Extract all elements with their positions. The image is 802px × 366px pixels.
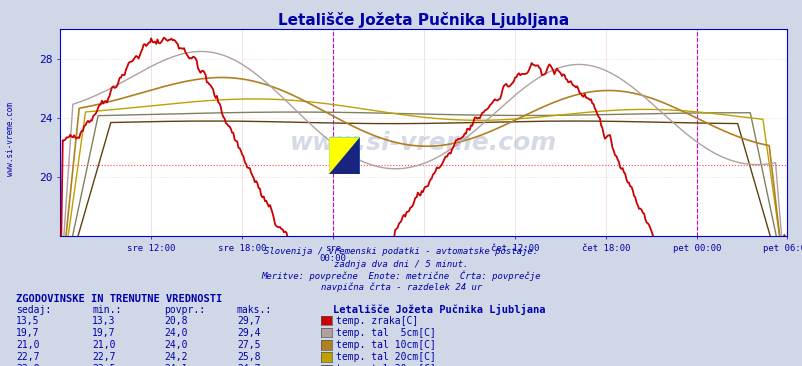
- Text: 24,2: 24,2: [164, 352, 188, 362]
- Text: 22,7: 22,7: [92, 352, 115, 362]
- Text: povpr.:: povpr.:: [164, 305, 205, 315]
- Text: maks.:: maks.:: [237, 305, 272, 315]
- Text: 13,5: 13,5: [16, 316, 39, 326]
- Text: temp. zraka[C]: temp. zraka[C]: [335, 316, 417, 326]
- Text: 21,0: 21,0: [92, 340, 115, 350]
- Text: 23,8: 23,8: [16, 364, 39, 366]
- Text: temp. tal 10cm[C]: temp. tal 10cm[C]: [335, 340, 435, 350]
- Text: Letališče Jožeta Pučnika Ljubljana: Letališče Jožeta Pučnika Ljubljana: [333, 304, 545, 315]
- Polygon shape: [329, 138, 359, 174]
- Text: min.:: min.:: [92, 305, 122, 315]
- Text: 25,8: 25,8: [237, 352, 260, 362]
- Text: 19,7: 19,7: [16, 328, 39, 338]
- Text: Meritve: povprečne  Enote: metrične  Črta: povprečje: Meritve: povprečne Enote: metrične Črta:…: [261, 270, 541, 281]
- Text: navpična črta - razdelek 24 ur: navpična črta - razdelek 24 ur: [321, 283, 481, 292]
- Text: 13,3: 13,3: [92, 316, 115, 326]
- Text: www.si-vreme.com: www.si-vreme.com: [6, 102, 15, 176]
- Text: 22,7: 22,7: [16, 352, 39, 362]
- Text: 24,1: 24,1: [164, 364, 188, 366]
- Text: Slovenija / vremenski podatki - avtomatske postaje.: Slovenija / vremenski podatki - avtomats…: [264, 247, 538, 256]
- Text: ZGODOVINSKE IN TRENUTNE VREDNOSTI: ZGODOVINSKE IN TRENUTNE VREDNOSTI: [16, 294, 222, 304]
- Text: temp. tal 20cm[C]: temp. tal 20cm[C]: [335, 352, 435, 362]
- Text: 24,7: 24,7: [237, 364, 260, 366]
- Polygon shape: [329, 138, 359, 174]
- Text: 24,0: 24,0: [164, 340, 188, 350]
- Text: www.si-vreme.com: www.si-vreme.com: [290, 131, 557, 155]
- Text: sedaj:: sedaj:: [16, 305, 51, 315]
- Text: 24,0: 24,0: [164, 328, 188, 338]
- Text: temp. tal  5cm[C]: temp. tal 5cm[C]: [335, 328, 435, 338]
- Text: 29,4: 29,4: [237, 328, 260, 338]
- Text: 23,5: 23,5: [92, 364, 115, 366]
- Text: 21,0: 21,0: [16, 340, 39, 350]
- Text: 19,7: 19,7: [92, 328, 115, 338]
- Text: temp. tal 30cm[C]: temp. tal 30cm[C]: [335, 364, 435, 366]
- Text: 27,5: 27,5: [237, 340, 260, 350]
- Text: 20,8: 20,8: [164, 316, 188, 326]
- Text: 29,7: 29,7: [237, 316, 260, 326]
- Title: Letališče Jožeta Pučnika Ljubljana: Letališče Jožeta Pučnika Ljubljana: [277, 12, 569, 28]
- Text: zadnja dva dni / 5 minut.: zadnja dva dni / 5 minut.: [334, 260, 468, 269]
